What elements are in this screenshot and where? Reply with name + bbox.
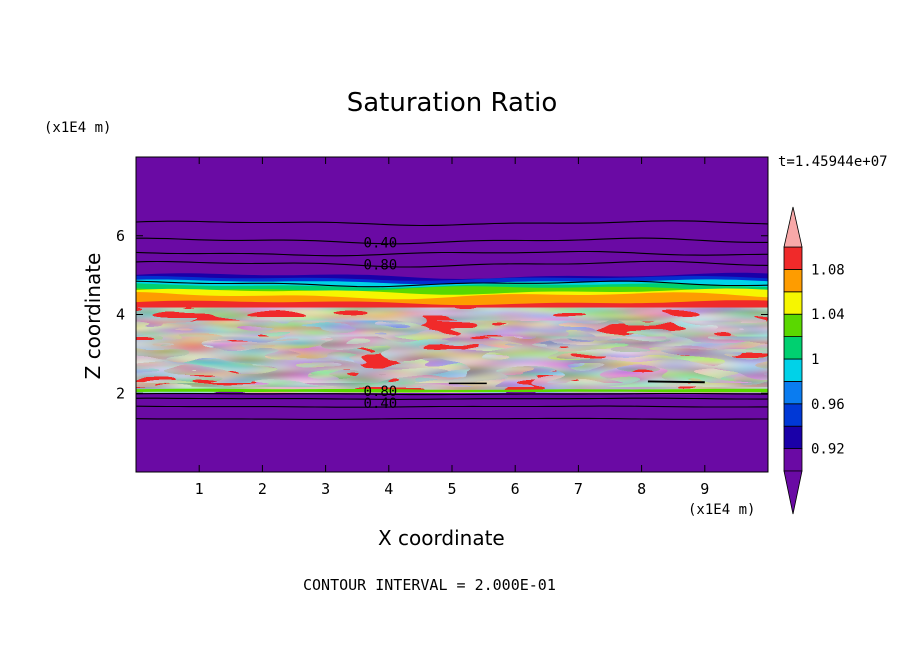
contour-interval-note: CONTOUR INTERVAL = 2.000E-01	[303, 576, 556, 594]
z-tick-label: 6	[116, 227, 125, 245]
contour-line-upper-3	[136, 250, 768, 257]
layer-bottom-edge	[136, 388, 768, 393]
x-tick-label: 4	[384, 480, 393, 498]
x-units-label: (x1E4 m)	[688, 502, 756, 518]
contour-label: 0.40	[364, 236, 398, 252]
colorbar-arrow-top	[783, 206, 803, 248]
colorbar-bin	[783, 403, 803, 427]
colorbar-arrow-bottom	[783, 470, 803, 515]
band-1.04-streaks	[136, 336, 768, 383]
contour-line-0.80-bottom	[136, 392, 768, 396]
x-tick-label: 8	[637, 480, 646, 498]
colorbar-bin	[783, 380, 803, 405]
x-tick-label: 9	[700, 480, 709, 498]
contour-label: 0.40	[364, 396, 398, 412]
colorbar-label: 1	[811, 352, 819, 368]
contour-line-0.40-top	[136, 237, 768, 245]
contour-line-lower-1	[136, 405, 768, 408]
colorbar-bin	[783, 313, 803, 338]
x-tick-label: 7	[574, 480, 583, 498]
x-tick-label: 5	[447, 480, 456, 498]
z-units-label: (x1E4 m)	[44, 120, 112, 136]
contour-line-layer-top	[136, 280, 768, 288]
z-tick-label: 2	[116, 384, 125, 402]
contour-line-lower-2	[136, 417, 768, 420]
colorbar-bin	[783, 336, 803, 360]
x-axis-label: X coordinate	[378, 526, 505, 550]
z-tick-label: 4	[116, 306, 125, 324]
colorbar-bin	[783, 291, 803, 315]
colorbar-bin	[783, 268, 803, 293]
contour-line-upper-1	[136, 220, 768, 227]
time-label: t=1.45944e+07	[778, 154, 888, 170]
contour-label: 0.80	[364, 258, 398, 274]
contour-line-0.40-bottom	[136, 397, 768, 400]
colorbar-label: 1.08	[811, 262, 845, 278]
x-tick-label: 6	[511, 480, 520, 498]
colorbar-label: 1.04	[811, 307, 845, 323]
colorbar-bin	[783, 448, 803, 472]
colorbar-bin	[783, 358, 803, 382]
contour-line-0.80-top	[136, 260, 768, 268]
colorbar-bin	[783, 246, 803, 270]
x-tick-label: 3	[321, 480, 330, 498]
x-tick-label: 2	[258, 480, 267, 498]
contour-small-2	[647, 380, 705, 384]
x-tick-label: 1	[195, 480, 204, 498]
colorbar-label: 0.92	[811, 442, 845, 458]
contour-label: 0.80	[364, 384, 398, 400]
chart-title: Saturation Ratio	[346, 88, 558, 118]
colorbar-bin	[783, 425, 803, 450]
colorbar-label: 0.96	[811, 397, 845, 413]
